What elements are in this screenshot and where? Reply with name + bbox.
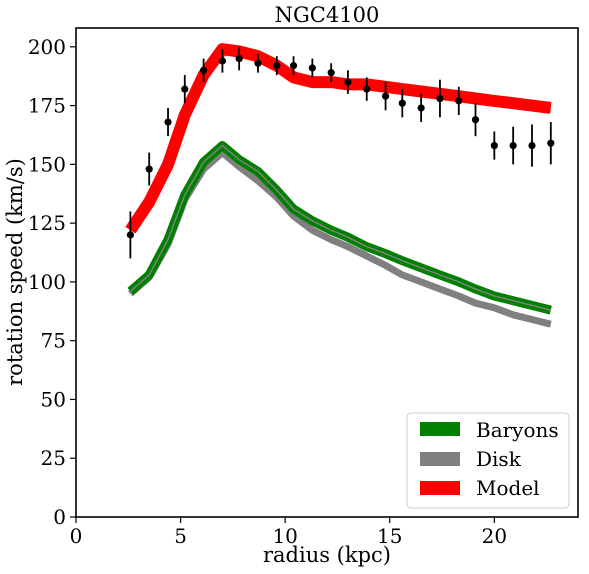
plot-frame [75,27,579,518]
y-axis-label: rotation speed (km/s) [3,158,27,386]
data-point [398,89,406,118]
series-band-model [125,43,552,234]
data-marker [218,57,227,65]
data-point [254,53,262,73]
series-band-baryons [127,141,552,315]
legend-label-baryons: Baryons [476,418,559,442]
data-point [490,131,498,160]
data-marker [528,141,536,150]
data-point [145,152,153,186]
data-marker [199,66,208,74]
x-tick-label: 15 [377,524,402,548]
data-point [436,79,444,118]
data-point [181,75,189,104]
data-point [344,70,352,94]
observed-data-points [126,46,555,259]
data-point [273,56,281,76]
data-point [381,82,390,111]
data-point [164,107,172,137]
y-tick-label: 150 [28,152,66,176]
legend-swatch-disk [420,452,460,466]
data-marker [327,69,335,77]
data-marker [145,165,153,173]
y-tick-label: 75 [41,329,66,353]
data-point [509,126,517,165]
data-marker [490,141,498,150]
data-point [417,93,425,123]
legend: Baryons Disk Model [406,412,570,509]
data-marker [455,97,463,105]
data-point [471,103,480,137]
data-marker [308,64,316,72]
x-tick-label: 20 [482,524,507,548]
data-marker [509,141,517,150]
data-point [218,49,227,73]
data-marker [164,118,172,126]
data-marker [547,139,555,147]
data-point [363,77,371,101]
data-marker [126,231,134,239]
y-tick-label: 200 [28,35,66,59]
data-point [308,58,316,78]
data-point [199,58,208,83]
data-point [547,122,555,165]
data-marker [436,94,444,103]
data-marker [273,62,281,70]
x-tick-label: 10 [272,524,297,548]
data-marker [363,85,371,93]
data-marker [344,78,352,86]
data-marker [181,85,189,93]
data-marker [254,59,262,67]
y-tick-label: 25 [41,446,66,470]
data-marker [289,62,298,70]
y-tick-label: 50 [41,387,66,411]
legend-label-disk: Disk [476,447,522,471]
data-point [455,86,463,115]
data-point [126,211,134,259]
data-marker [381,92,390,100]
data-point [528,124,536,167]
legend-swatch-model [420,481,460,495]
x-tick-label: 0 [70,524,83,548]
data-marker [235,54,243,63]
y-tick-label: 125 [28,211,66,235]
chart-title: NGC4100 [275,3,380,27]
data-point [289,56,298,76]
y-tick-label: 100 [28,270,66,294]
series-bands [125,43,552,328]
y-tick-label: 0 [53,505,66,529]
data-marker [417,104,425,112]
legend-label-model: Model [476,476,540,500]
legend-swatch-baryons [420,422,460,436]
series-core-baryons [129,144,551,311]
data-marker [471,116,480,124]
x-axis-ticks: 0 5 10 15 20 [70,517,507,548]
y-axis-ticks: 0 25 50 75 100 125 150 175 200 [28,35,76,529]
data-point [327,63,335,83]
data-point [235,46,243,71]
x-axis-label: radius (kpc) [263,543,391,567]
x-tick-label: 5 [174,524,187,548]
y-tick-label: 175 [28,94,66,118]
data-marker [398,99,406,107]
